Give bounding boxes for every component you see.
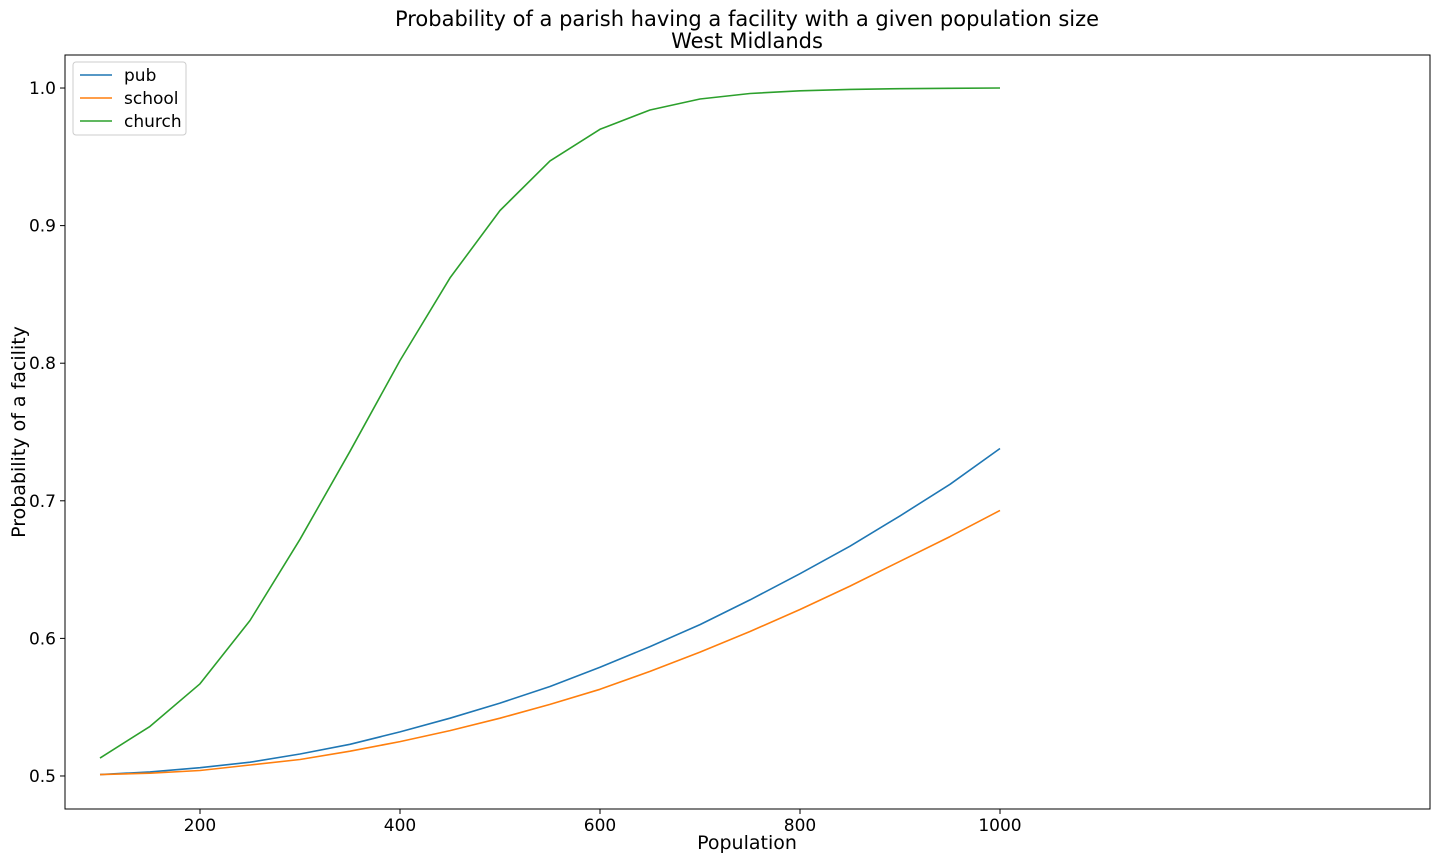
series-line-pub xyxy=(99,447,1001,776)
legend-box xyxy=(72,61,187,136)
series-lines xyxy=(99,87,1001,776)
series-line-school xyxy=(99,509,1001,776)
y-tick-label: 0.6 xyxy=(29,629,56,649)
y-tick-label: 0.8 xyxy=(29,354,56,374)
x-tick-label: 1000 xyxy=(978,816,1021,836)
x-tick-label: 800 xyxy=(784,816,816,836)
x-tick-label: 600 xyxy=(584,816,616,836)
y-axis-label: Probability of a facility xyxy=(8,326,30,538)
y-tick-label: 0.9 xyxy=(29,217,56,237)
x-tick-label: 200 xyxy=(184,816,216,836)
plot-frame xyxy=(64,54,1431,810)
x-tick-label: 400 xyxy=(384,816,416,836)
x-axis-label: Population xyxy=(697,832,797,854)
legend-label-school: school xyxy=(124,89,179,109)
y-tick-label: 1.0 xyxy=(29,79,56,99)
chart-title: Probability of a parish having a facilit… xyxy=(395,7,1099,31)
y-tick-label: 0.5 xyxy=(29,767,56,787)
series-line-church xyxy=(99,87,1001,759)
axis-ticks: 200 400 600 800 1000 0.5 0.6 0.7 0.8 0.9 1.0 xyxy=(29,79,1022,836)
chart-subtitle: West Midlands xyxy=(671,29,823,53)
legend: pub school church xyxy=(72,61,187,136)
legend-label-pub: pub xyxy=(124,66,156,86)
legend-label-church: church xyxy=(124,112,182,132)
y-tick-label: 0.7 xyxy=(29,492,56,512)
